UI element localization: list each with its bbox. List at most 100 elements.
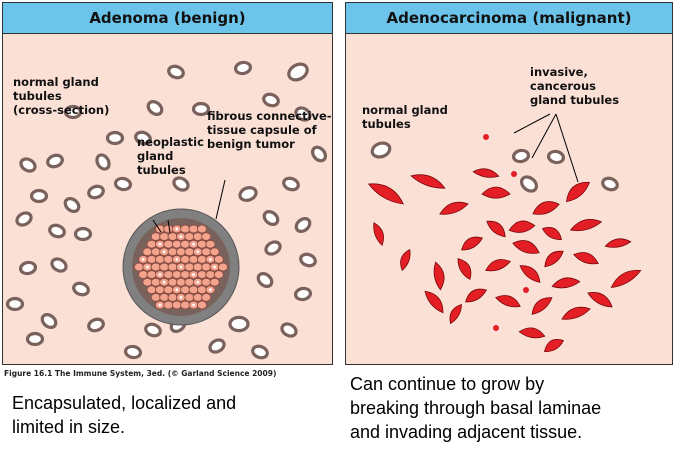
neoplastic-tubule-cell bbox=[180, 239, 191, 249]
normal-gland-tubule bbox=[191, 101, 211, 117]
neoplastic-tubule-cell bbox=[184, 277, 195, 287]
normal-gland-tubule bbox=[15, 211, 33, 227]
pointer-line bbox=[215, 179, 226, 220]
normal-gland-tubule bbox=[29, 188, 49, 204]
invasive-cancer-tubule bbox=[531, 297, 553, 315]
neoplastic-lumen bbox=[196, 280, 200, 284]
neoplastic-tubule-cell bbox=[184, 293, 195, 302]
neoplastic-gland-label: neoplastic gland tubules bbox=[137, 135, 204, 177]
neoplastic-tubule-cell bbox=[184, 247, 195, 257]
neoplastic-tubule-cell bbox=[184, 232, 195, 241]
neoplastic-lumen bbox=[175, 288, 179, 292]
neoplastic-lumen bbox=[213, 265, 217, 269]
invasive-cancer-tubule bbox=[472, 168, 500, 178]
neoplastic-tubule-cell bbox=[163, 300, 174, 310]
invasive-cancer-tubule bbox=[424, 290, 444, 314]
normal-gland-tubule bbox=[172, 176, 190, 192]
neoplastic-tubule-cell bbox=[213, 255, 224, 264]
neoplastic-tubule-cell bbox=[159, 262, 170, 272]
neoplastic-lumen bbox=[158, 273, 162, 276]
normal-gland-label: normal gland tubules (cross-section) bbox=[13, 75, 110, 117]
normal-gland-tubule bbox=[123, 344, 143, 360]
pointer-line bbox=[152, 219, 162, 233]
neoplastic-lumen bbox=[175, 258, 179, 261]
cancer-fragment bbox=[483, 134, 489, 140]
pointer-line bbox=[555, 113, 579, 183]
normal-gland-tubule bbox=[46, 153, 64, 169]
neoplastic-tubule-cell bbox=[167, 232, 178, 241]
normal-gland-tubule bbox=[299, 252, 317, 268]
neoplastic-tubule-cell bbox=[196, 239, 207, 249]
normal-gland-tubule bbox=[251, 344, 269, 360]
neoplastic-lumen bbox=[192, 242, 196, 246]
normal-gland-tubule bbox=[601, 176, 619, 192]
neoplastic-tubule-cell bbox=[180, 224, 191, 234]
normal-gland-label-right: normal gland tubules bbox=[362, 103, 448, 131]
neoplastic-tubule-cell bbox=[201, 277, 212, 287]
normal-gland-tubule bbox=[25, 331, 45, 347]
normal-gland-tubule bbox=[63, 196, 81, 214]
pointer-line bbox=[531, 113, 557, 159]
normal-gland-tubule bbox=[105, 130, 125, 146]
invasive-cancer-tubule bbox=[439, 201, 469, 215]
invasive-cancer-tubule bbox=[508, 220, 536, 233]
cancer-fragment bbox=[511, 171, 517, 177]
normal-gland-tubule bbox=[87, 184, 105, 200]
invasive-cancer-tubule bbox=[400, 249, 411, 272]
neoplastic-tubule-cell bbox=[184, 262, 195, 272]
normal-gland-tubule bbox=[511, 148, 531, 164]
invasive-cancer-tubule bbox=[604, 238, 632, 248]
malignant-panel-title: Adenocarcinoma (malignant) bbox=[346, 3, 672, 34]
neoplastic-tubule-cell bbox=[180, 255, 191, 264]
neoplastic-lumen bbox=[162, 250, 166, 254]
normal-gland-tubule bbox=[95, 153, 111, 171]
normal-gland-tubule bbox=[294, 216, 312, 234]
invasive-cancer-tubule bbox=[367, 183, 404, 205]
neoplastic-lumen bbox=[158, 303, 162, 307]
neoplastic-tubule-cell bbox=[146, 285, 157, 295]
normal-gland-tubule bbox=[262, 92, 280, 108]
invasive-cancer-tubule bbox=[465, 288, 487, 303]
invasive-cancer-tubule bbox=[486, 220, 506, 238]
neoplastic-tubule-cell bbox=[163, 239, 174, 249]
neoplastic-tubule-cell bbox=[163, 255, 174, 264]
neoplastic-tubule-cell bbox=[188, 255, 199, 264]
neoplastic-tubule-cell bbox=[150, 262, 161, 272]
neoplastic-tubule-cell bbox=[217, 262, 228, 272]
neoplastic-lumen bbox=[141, 258, 145, 261]
benign-panel-title: Adenoma (benign) bbox=[3, 3, 332, 34]
normal-gland-tubule bbox=[294, 106, 312, 122]
neoplastic-tubule-cell bbox=[196, 300, 207, 310]
invasive-cancer-tubule bbox=[561, 306, 591, 320]
malignant-illustration bbox=[367, 113, 642, 352]
capsule-label: fibrous connective- tissue capsule of be… bbox=[207, 109, 332, 151]
neoplastic-tubule-cell bbox=[205, 239, 216, 249]
figure-credit: Figure 16.1 The Immune System, 3ed. (© G… bbox=[4, 369, 277, 378]
neoplastic-lumen bbox=[158, 242, 162, 246]
neoplastic-tubule-cell bbox=[133, 262, 144, 272]
normal-gland-tubule bbox=[63, 104, 83, 120]
neoplastic-tubule-cell bbox=[171, 300, 182, 310]
neoplastic-tubule-cell bbox=[201, 247, 212, 257]
normal-gland-tubule bbox=[264, 240, 282, 256]
normal-gland-tubule bbox=[282, 176, 300, 192]
invasive-cancer-tubule bbox=[461, 236, 483, 251]
neoplastic-tubule-cell bbox=[154, 285, 165, 295]
normal-gland-tubule bbox=[262, 209, 280, 227]
invasive-cancer-tubule bbox=[566, 181, 591, 203]
cancer-fragment bbox=[493, 325, 499, 331]
normal-gland-tubule bbox=[5, 296, 25, 312]
pointer-line bbox=[513, 113, 551, 134]
neoplastic-tubule-cell bbox=[142, 247, 153, 257]
pointer-line bbox=[167, 219, 171, 234]
neoplastic-tubule-cell bbox=[209, 247, 220, 257]
normal-gland-tubule bbox=[287, 62, 309, 82]
neoplastic-tubule-cell bbox=[146, 255, 157, 264]
normal-gland-tubule bbox=[72, 281, 90, 297]
normal-gland-tubule bbox=[113, 176, 133, 192]
neoplastic-tubule-cell bbox=[138, 270, 149, 279]
invasive-cancer-tubule bbox=[433, 261, 445, 291]
neoplastic-tubule-cell bbox=[192, 262, 203, 272]
neoplastic-lumen bbox=[175, 227, 179, 231]
normal-gland-tubule bbox=[18, 260, 38, 276]
